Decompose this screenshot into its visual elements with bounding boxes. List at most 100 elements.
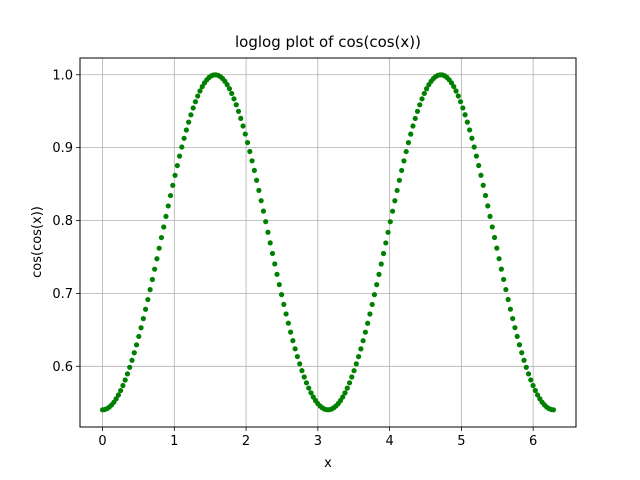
grid-lines [80, 58, 576, 427]
data-point [498, 266, 504, 272]
data-point [405, 140, 412, 146]
data-points [99, 72, 557, 413]
data-point [399, 167, 405, 174]
data-point [301, 374, 307, 380]
data-point [414, 108, 421, 114]
data-point [161, 224, 167, 230]
x-tick-label: 2 [242, 434, 250, 449]
data-point [367, 311, 373, 317]
data-point [269, 250, 276, 257]
data-point [285, 320, 291, 326]
data-point [467, 127, 473, 133]
x-tick-label: 4 [385, 434, 393, 449]
data-point [247, 148, 253, 155]
data-point [154, 256, 160, 262]
data-point [278, 292, 285, 298]
data-point [358, 346, 364, 352]
data-point [131, 350, 137, 356]
data-point [457, 99, 464, 105]
data-point [410, 123, 416, 129]
data-point [254, 177, 260, 183]
data-point [170, 182, 176, 188]
data-point [149, 276, 155, 283]
data-point [292, 346, 298, 352]
data-point [163, 213, 169, 220]
data-point [408, 131, 414, 137]
data-point [181, 135, 187, 141]
data-point [306, 385, 312, 391]
data-point [340, 394, 346, 400]
data-point [362, 329, 368, 335]
data-point [371, 292, 378, 298]
data-point [351, 368, 357, 374]
data-point [392, 198, 398, 204]
data-point [460, 105, 466, 111]
data-point [396, 177, 402, 183]
y-tick-label: 0.7 [52, 287, 73, 302]
data-point [152, 266, 158, 272]
data-point [478, 172, 484, 178]
y-tick-label: 0.9 [52, 141, 73, 156]
data-point [550, 407, 557, 413]
plot-frame [79, 57, 577, 428]
data-point [197, 88, 203, 94]
data-point [290, 338, 296, 344]
data-point [516, 342, 523, 348]
y-tick-label: 0.6 [52, 360, 73, 375]
data-point [167, 192, 174, 199]
data-point [199, 84, 205, 90]
data-point [124, 371, 131, 377]
data-point [176, 153, 183, 159]
data-point [129, 357, 135, 363]
data-point [501, 276, 507, 283]
data-point [190, 105, 196, 111]
data-point [233, 102, 239, 108]
data-point [256, 187, 262, 193]
data-point [485, 203, 491, 209]
data-point [226, 86, 233, 92]
data-point [276, 281, 282, 288]
data-point [133, 342, 140, 348]
data-point [480, 182, 486, 188]
data-point [179, 144, 185, 150]
data-point [195, 93, 201, 99]
data-point [421, 90, 427, 97]
data-point [147, 287, 153, 293]
x-axis-label: x [324, 456, 332, 471]
data-point [342, 390, 348, 396]
y-tick-label: 0.8 [52, 214, 73, 229]
data-point [297, 361, 303, 367]
data-point [240, 123, 246, 129]
data-point [118, 387, 124, 394]
data-point [244, 139, 251, 146]
data-point [464, 119, 470, 125]
data-point [303, 380, 310, 386]
data-point [525, 371, 532, 377]
data-point [299, 368, 305, 374]
data-point [186, 119, 192, 125]
x-tick-label: 1 [170, 434, 178, 449]
data-point [263, 219, 269, 225]
data-point [281, 301, 287, 308]
data-point [412, 115, 418, 122]
data-point [453, 88, 459, 94]
data-point [471, 144, 477, 150]
x-axis-ticks: 0 1 2 3 4 5 6 [98, 427, 537, 449]
data-point [383, 240, 389, 246]
data-point [353, 361, 359, 367]
data-point [374, 282, 380, 288]
data-point [512, 325, 518, 331]
data-point [519, 350, 525, 356]
data-point [482, 192, 489, 199]
data-point [274, 271, 280, 277]
data-point [349, 374, 355, 380]
data-point [462, 112, 468, 118]
data-point [346, 380, 353, 386]
data-point [448, 80, 455, 86]
x-tick-label: 6 [529, 434, 537, 449]
chart-title: loglog plot of cos(cos(x)) [235, 33, 421, 51]
data-point [369, 301, 375, 308]
data-point [394, 187, 400, 194]
data-point [417, 102, 423, 108]
x-tick-label: 0 [98, 434, 106, 449]
